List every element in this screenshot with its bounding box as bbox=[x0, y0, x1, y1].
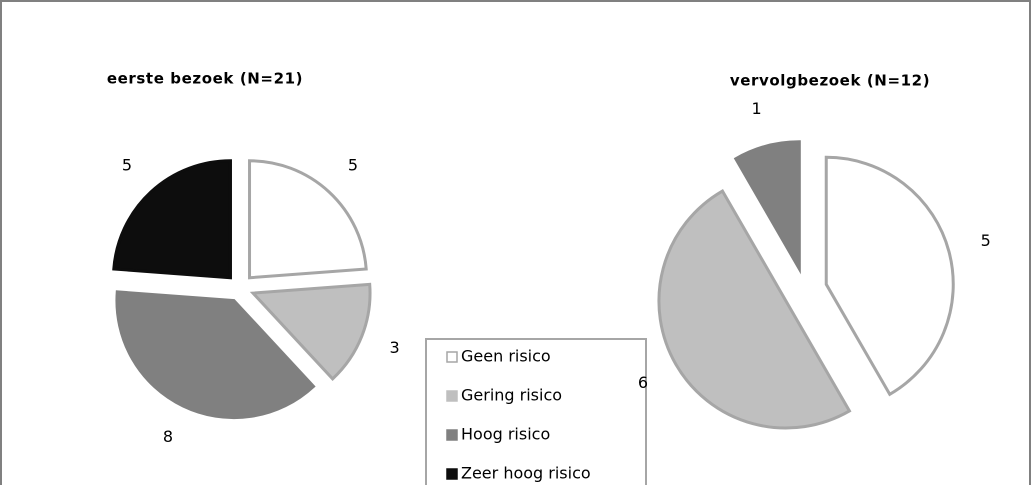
data-label: 5 bbox=[981, 231, 991, 250]
data-label: 5 bbox=[122, 156, 132, 175]
pie-slice bbox=[733, 140, 801, 275]
data-label: 1 bbox=[751, 99, 761, 118]
legend-swatch bbox=[446, 468, 458, 480]
data-label: 5 bbox=[348, 156, 358, 175]
pie-slice bbox=[824, 155, 955, 397]
chart-title: vervolgbezoek (N=12) bbox=[730, 72, 930, 90]
legend-swatch bbox=[446, 351, 458, 363]
pie-slice bbox=[112, 159, 232, 280]
legend-label: Gering risico bbox=[461, 386, 562, 405]
chart-title: eerste bezoek (N=21) bbox=[107, 70, 303, 88]
legend-label: Zeer hoog risico bbox=[461, 464, 591, 483]
legend-label: Geen risico bbox=[461, 347, 551, 366]
pie-slice bbox=[657, 188, 852, 430]
pie-slice bbox=[249, 282, 372, 382]
data-label: 6 bbox=[638, 373, 648, 392]
legend-swatch bbox=[446, 390, 458, 402]
legend-swatch bbox=[446, 429, 458, 441]
pie-slice bbox=[115, 290, 316, 420]
data-label: 8 bbox=[163, 427, 173, 446]
pie-slice bbox=[248, 159, 368, 280]
legend-label: Hoog risico bbox=[461, 425, 550, 444]
legend bbox=[425, 338, 647, 485]
data-label: 3 bbox=[390, 338, 400, 357]
